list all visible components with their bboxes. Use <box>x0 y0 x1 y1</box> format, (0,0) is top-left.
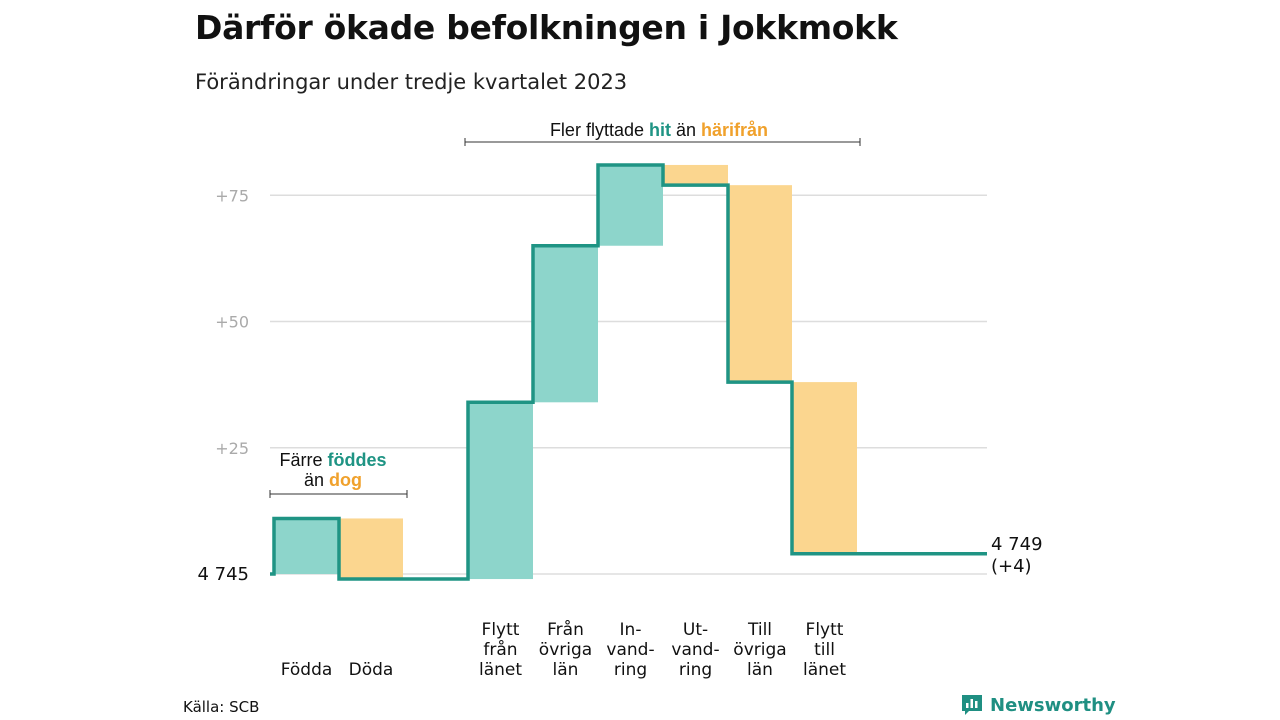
category-label: Födda <box>281 660 333 680</box>
waterfall-bar <box>339 518 403 580</box>
end-change-label: (+4) <box>991 556 1032 577</box>
step-line <box>270 163 987 581</box>
waterfall-bar <box>663 164 728 186</box>
births-bracket <box>269 490 408 498</box>
migration-annotation-highlight-in: hit <box>649 120 671 140</box>
migration-annotation: Fler flyttade hit än härifrån <box>464 120 861 146</box>
y-tick-label: +50 <box>215 313 249 332</box>
waterfall-bar <box>468 402 533 580</box>
category-label: Ut-vand-ring <box>671 620 719 680</box>
start-value-label: 4 745 <box>197 564 249 585</box>
chart-title: Därför ökade befolkningen i Jokkmokk <box>195 8 898 47</box>
migration-annotation-middle: än <box>671 120 701 140</box>
births-annotation: Färre föddes än dog <box>269 450 408 498</box>
brand-logo[interactable]: Newsworthy <box>960 693 1116 717</box>
migration-bracket <box>464 138 861 146</box>
waterfall-bar <box>533 245 598 403</box>
category-label: In-vand-ring <box>606 620 654 680</box>
category-label: Till övriga län <box>733 620 786 680</box>
category-label: Döda <box>349 660 394 680</box>
step-line-layer <box>270 163 987 581</box>
bar-layer <box>274 164 857 580</box>
waterfall-bar <box>792 382 857 554</box>
category-label: Från övriga län <box>539 619 592 680</box>
waterfall-bar <box>598 164 663 246</box>
svg-text:än dog: än dog <box>304 470 362 490</box>
chart-subtitle: Förändringar under tredje kvartalet 2023 <box>195 70 628 94</box>
births-annotation-line2: än <box>304 470 329 490</box>
source-label: Källa: SCB <box>183 698 260 716</box>
brand-name: Newsworthy <box>990 694 1116 716</box>
migration-annotation-prefix: Fler flyttade <box>550 120 649 140</box>
y-tick-label: +25 <box>215 439 249 458</box>
category-label: Flytt från länet <box>479 620 522 680</box>
label-layer: Födda Döda Flytt från länet Från övriga län In-v… <box>197 534 1042 680</box>
end-value-label: 4 749 <box>991 534 1043 555</box>
newsworthy-logo-icon <box>962 695 982 715</box>
y-tick-label: +75 <box>215 186 249 205</box>
svg-text:Färre föddes: Färre föddes <box>279 450 386 470</box>
births-annotation-prefix: Färre <box>279 450 327 470</box>
deaths-annotation-highlight: dog <box>329 470 362 490</box>
waterfall-bar <box>274 518 339 574</box>
births-annotation-highlight: föddes <box>328 450 387 470</box>
svg-text:Fler flyttade hit än härifrån: Fler flyttade hit än härifrån <box>550 120 768 140</box>
waterfall-bar <box>728 185 792 383</box>
category-label: Flytt till länet <box>803 620 846 680</box>
migration-annotation-highlight-out: härifrån <box>701 120 768 140</box>
